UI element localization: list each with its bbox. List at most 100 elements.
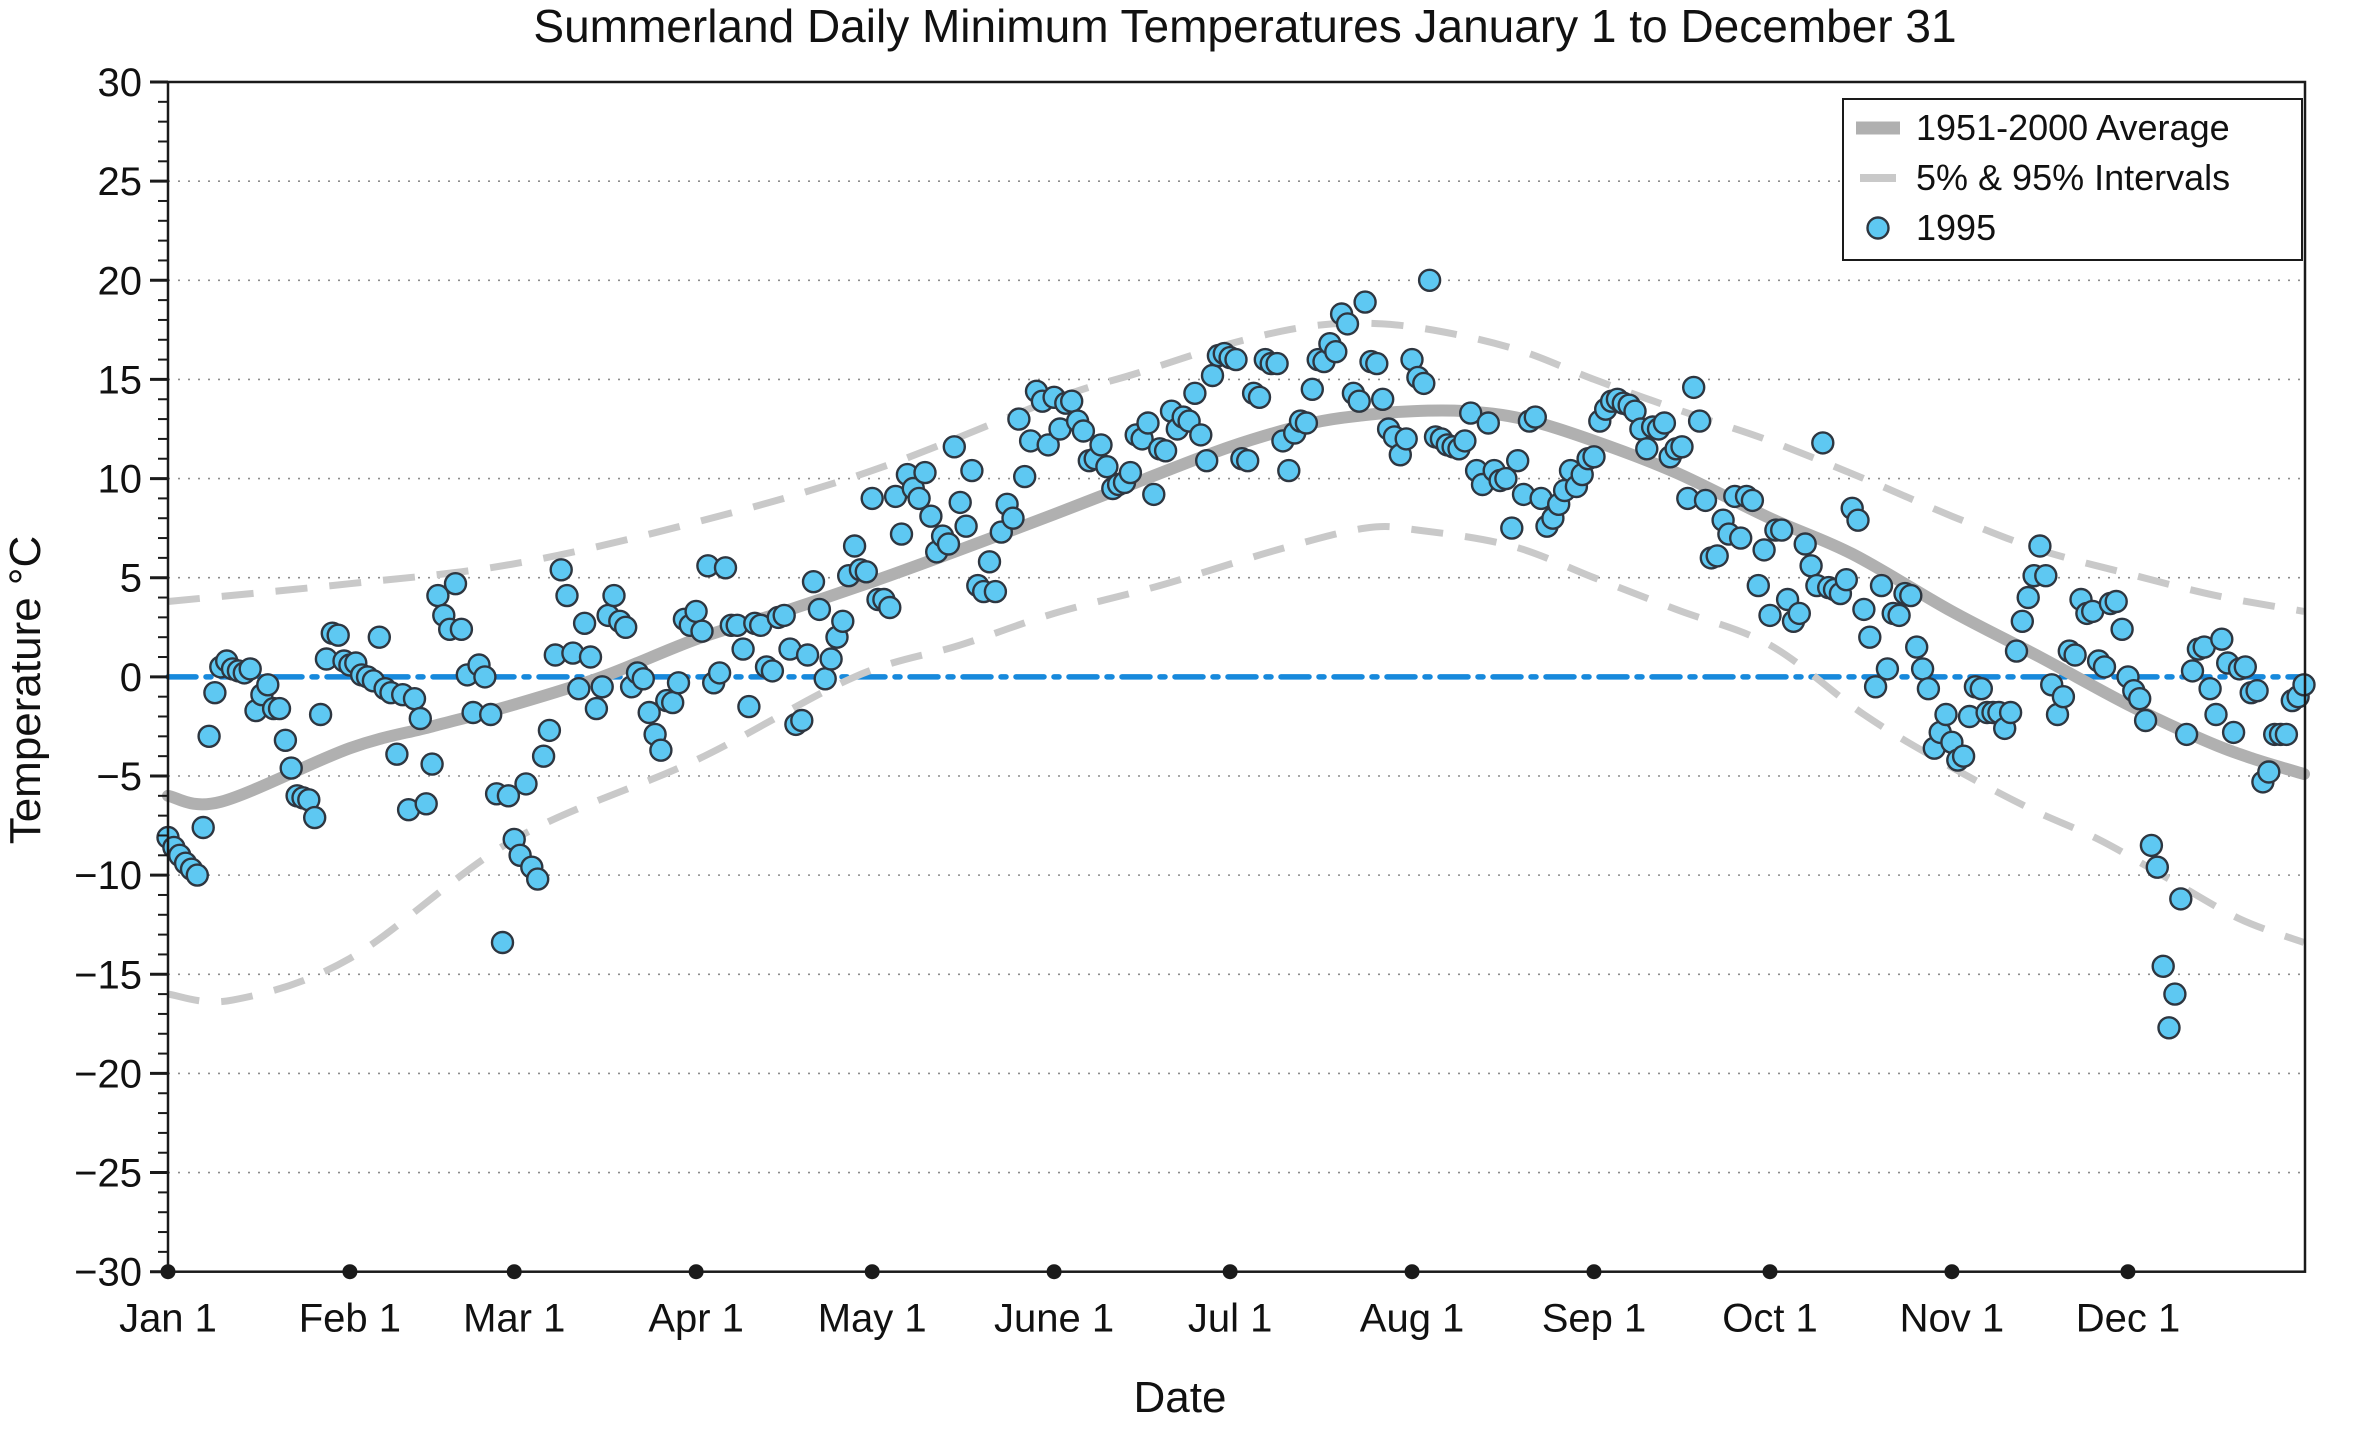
data-point-1995 bbox=[402, 687, 427, 711]
data-point-1995 bbox=[256, 673, 280, 697]
data-point-1995 bbox=[1863, 675, 1888, 699]
data-point-1995 bbox=[1335, 312, 1360, 336]
data-point-1995 bbox=[408, 706, 432, 731]
legend-box bbox=[1842, 98, 2303, 261]
month-dot bbox=[1944, 1264, 1960, 1280]
data-point-1995 bbox=[203, 681, 227, 705]
data-point-1995 bbox=[1740, 488, 1765, 513]
data-point-1995 bbox=[907, 486, 931, 511]
data-point-1995 bbox=[1899, 583, 1923, 608]
data-point-1995 bbox=[1189, 423, 1213, 447]
data-point-1995 bbox=[602, 583, 626, 608]
data-point-1995 bbox=[878, 595, 902, 620]
data-point-1995 bbox=[1752, 538, 1776, 562]
month-dot bbox=[160, 1264, 176, 1280]
data-point-1995 bbox=[631, 667, 655, 691]
data-point-1995 bbox=[238, 657, 262, 681]
data-point-1995 bbox=[2198, 677, 2222, 701]
data-point-1995 bbox=[790, 708, 814, 733]
data-point-1995 bbox=[854, 560, 878, 584]
data-point-1995 bbox=[795, 643, 820, 667]
data-point-1995 bbox=[496, 784, 521, 808]
data-point-1995 bbox=[2063, 643, 2087, 667]
data-point-1995 bbox=[1001, 506, 1025, 530]
y-tick-label: 25 bbox=[98, 160, 143, 204]
data-point-1995 bbox=[1007, 407, 1031, 431]
month-dot bbox=[2120, 1264, 2136, 1280]
legend-item-intervals: 5% & 95% Intervals bbox=[1916, 157, 2230, 198]
data-point-1995 bbox=[443, 572, 468, 596]
x-tick-label: Nov 1 bbox=[1900, 1297, 2005, 1341]
data-point-1995 bbox=[1681, 375, 1706, 400]
data-point-1995 bbox=[1887, 603, 1911, 628]
data-point-1995 bbox=[2257, 760, 2281, 784]
data-point-1995 bbox=[584, 696, 609, 721]
data-point-1995 bbox=[860, 486, 884, 511]
data-point-1995 bbox=[831, 609, 855, 633]
data-point-1995 bbox=[1505, 449, 1530, 473]
data-point-1995 bbox=[801, 570, 826, 594]
data-point-1995 bbox=[1523, 405, 1548, 429]
data-point-1995 bbox=[1793, 532, 1817, 556]
data-point-1995 bbox=[889, 522, 914, 546]
data-point-1995 bbox=[572, 611, 597, 635]
data-point-1995 bbox=[1799, 554, 1823, 578]
data-point-1995 bbox=[1746, 573, 1771, 598]
data-point-1995 bbox=[420, 752, 444, 776]
data-point-1995 bbox=[1183, 381, 1207, 405]
data-point-1995 bbox=[1910, 657, 1935, 681]
data-point-1995 bbox=[1687, 409, 1712, 433]
data-point-1995 bbox=[637, 700, 661, 725]
month-dot bbox=[1404, 1264, 1420, 1280]
data-point-1995 bbox=[983, 579, 1008, 604]
data-point-1995 bbox=[1769, 518, 1794, 542]
y-tick-label: −25 bbox=[74, 1152, 142, 1196]
data-point-1995 bbox=[385, 742, 409, 766]
data-point-1995 bbox=[537, 718, 562, 743]
x-tick-label: Sep 1 bbox=[1542, 1297, 1647, 1341]
data-point-1995 bbox=[1969, 677, 1994, 701]
data-point-1995 bbox=[1705, 544, 1729, 568]
x-tick-label: Apr 1 bbox=[648, 1297, 744, 1341]
data-point-1995 bbox=[1787, 601, 1812, 626]
data-point-1995 bbox=[1852, 597, 1876, 622]
data-point-1995 bbox=[1071, 419, 1096, 443]
data-point-1995 bbox=[1012, 464, 1037, 489]
data-point-1995 bbox=[1300, 377, 1325, 401]
x-tick-label: June 1 bbox=[994, 1297, 1114, 1341]
data-point-1995 bbox=[1417, 268, 1442, 292]
data-point-1995 bbox=[590, 675, 614, 699]
data-point-1995 bbox=[1294, 411, 1319, 435]
data-point-1995 bbox=[666, 671, 691, 695]
data-point-1995 bbox=[1365, 351, 1389, 376]
data-point-1995 bbox=[1875, 657, 1900, 681]
y-tick-label: 30 bbox=[98, 61, 143, 105]
data-point-1995 bbox=[1494, 466, 1518, 491]
month-dot bbox=[342, 1264, 358, 1280]
data-point-1995 bbox=[919, 504, 943, 528]
data-point-1995 bbox=[2204, 702, 2228, 727]
data-point-1995 bbox=[1036, 433, 1060, 457]
data-point-1995 bbox=[760, 659, 785, 683]
data-point-1995 bbox=[960, 458, 984, 483]
data-point-1995 bbox=[191, 815, 215, 840]
data-point-1995 bbox=[2133, 708, 2158, 733]
data-point-1995 bbox=[1652, 411, 1677, 435]
data-point-1995 bbox=[1136, 411, 1160, 435]
data-point-1995 bbox=[942, 435, 966, 459]
data-point-1995 bbox=[273, 728, 298, 752]
data-point-1995 bbox=[2110, 617, 2134, 641]
data-point-1995 bbox=[2004, 639, 2029, 663]
y-tick-label: 5 bbox=[120, 557, 142, 601]
data-point-1995 bbox=[1370, 387, 1395, 411]
data-point-1995 bbox=[1934, 702, 1958, 727]
data-point-1995 bbox=[2245, 679, 2269, 703]
data-point-1995 bbox=[1834, 568, 1859, 592]
data-point-1995 bbox=[2145, 855, 2170, 879]
data-point-1995 bbox=[2151, 954, 2175, 978]
data-point-1995 bbox=[2051, 685, 2076, 709]
data-point-1995 bbox=[2139, 833, 2164, 858]
data-point-1995 bbox=[1869, 573, 1894, 598]
legend-item-average: 1951-2000 Average bbox=[1916, 107, 2230, 148]
data-point-1995 bbox=[913, 460, 937, 485]
